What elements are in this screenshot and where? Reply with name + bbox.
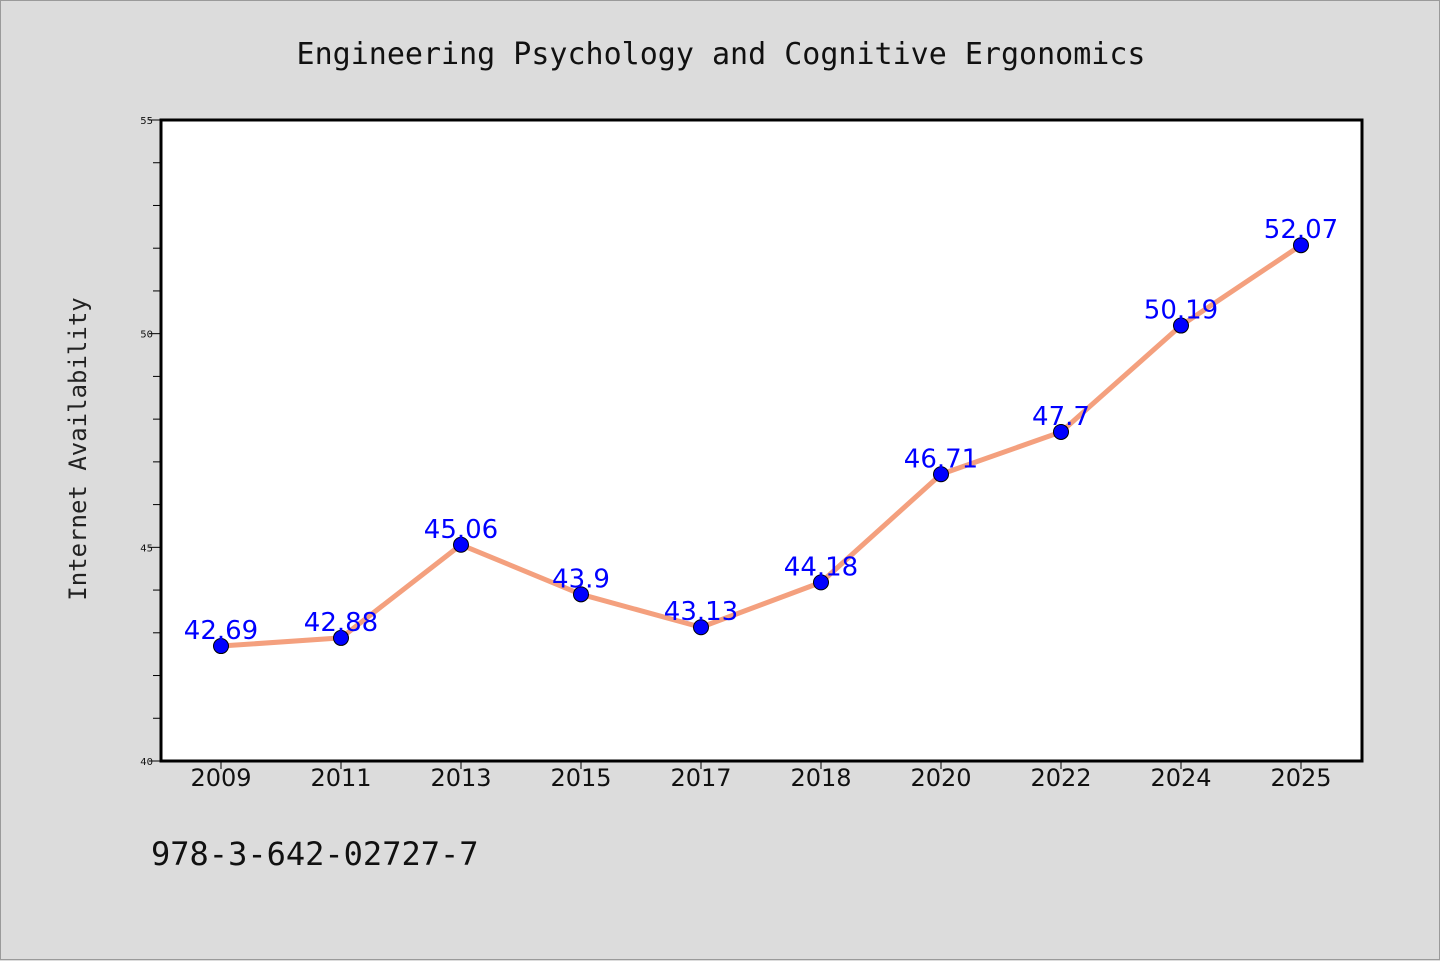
data-label: 42.69 — [184, 616, 258, 646]
footer-isbn: 978-3-642-02727-7 — [151, 835, 479, 873]
data-point — [333, 629, 349, 646]
data-point — [813, 574, 829, 591]
x-axis-ticks: 2009 2011 2013 2015 2017 2018 2020 2022 2024 2025 — [190, 761, 1332, 792]
y-axis-ticks: 40 45 50 55 — [140, 116, 161, 768]
x-tick-label: 2011 — [310, 764, 371, 792]
y-tick-label: 45 — [140, 543, 153, 554]
data-point — [1293, 237, 1309, 254]
data-label: 47.7 — [1032, 402, 1090, 432]
data-point — [453, 536, 469, 553]
chart-title: Engineering Psychology and Cognitive Erg… — [297, 37, 1146, 72]
y-tick-label: 55 — [140, 116, 153, 127]
data-point — [1173, 317, 1189, 334]
data-point — [213, 638, 229, 655]
x-tick-label: 2020 — [910, 764, 971, 792]
x-tick-label: 2009 — [190, 764, 251, 792]
y-tick-label: 50 — [140, 330, 153, 341]
y-axis-label: Internet Availability — [64, 297, 92, 600]
data-point — [1053, 423, 1069, 440]
data-point — [693, 619, 709, 636]
x-tick-label: 2024 — [1150, 764, 1211, 792]
x-tick-label: 2013 — [430, 764, 491, 792]
x-tick-label: 2025 — [1270, 764, 1331, 792]
data-label: 44.18 — [784, 552, 858, 582]
data-label: 43.13 — [664, 597, 738, 627]
data-label: 52.07 — [1264, 215, 1338, 245]
data-labels: 42.69 42.88 45.06 43.9 43.13 44.18 46.71 47.7 50… — [184, 215, 1338, 646]
x-tick-label: 2015 — [550, 764, 611, 792]
data-label: 50.19 — [1144, 296, 1218, 326]
data-label: 43.9 — [552, 564, 610, 594]
data-label: 42.88 — [304, 608, 378, 638]
y-tick-label: 40 — [140, 757, 153, 768]
data-markers — [213, 237, 1309, 655]
data-point — [573, 586, 589, 603]
x-tick-label: 2018 — [790, 764, 851, 792]
data-label: 46.71 — [904, 444, 978, 474]
x-tick-label: 2022 — [1030, 764, 1091, 792]
data-point — [933, 466, 949, 483]
series-line — [220, 243, 1303, 649]
data-label: 45.06 — [424, 515, 498, 545]
plot-area — [159, 118, 1364, 763]
x-tick-label: 2017 — [670, 764, 731, 792]
